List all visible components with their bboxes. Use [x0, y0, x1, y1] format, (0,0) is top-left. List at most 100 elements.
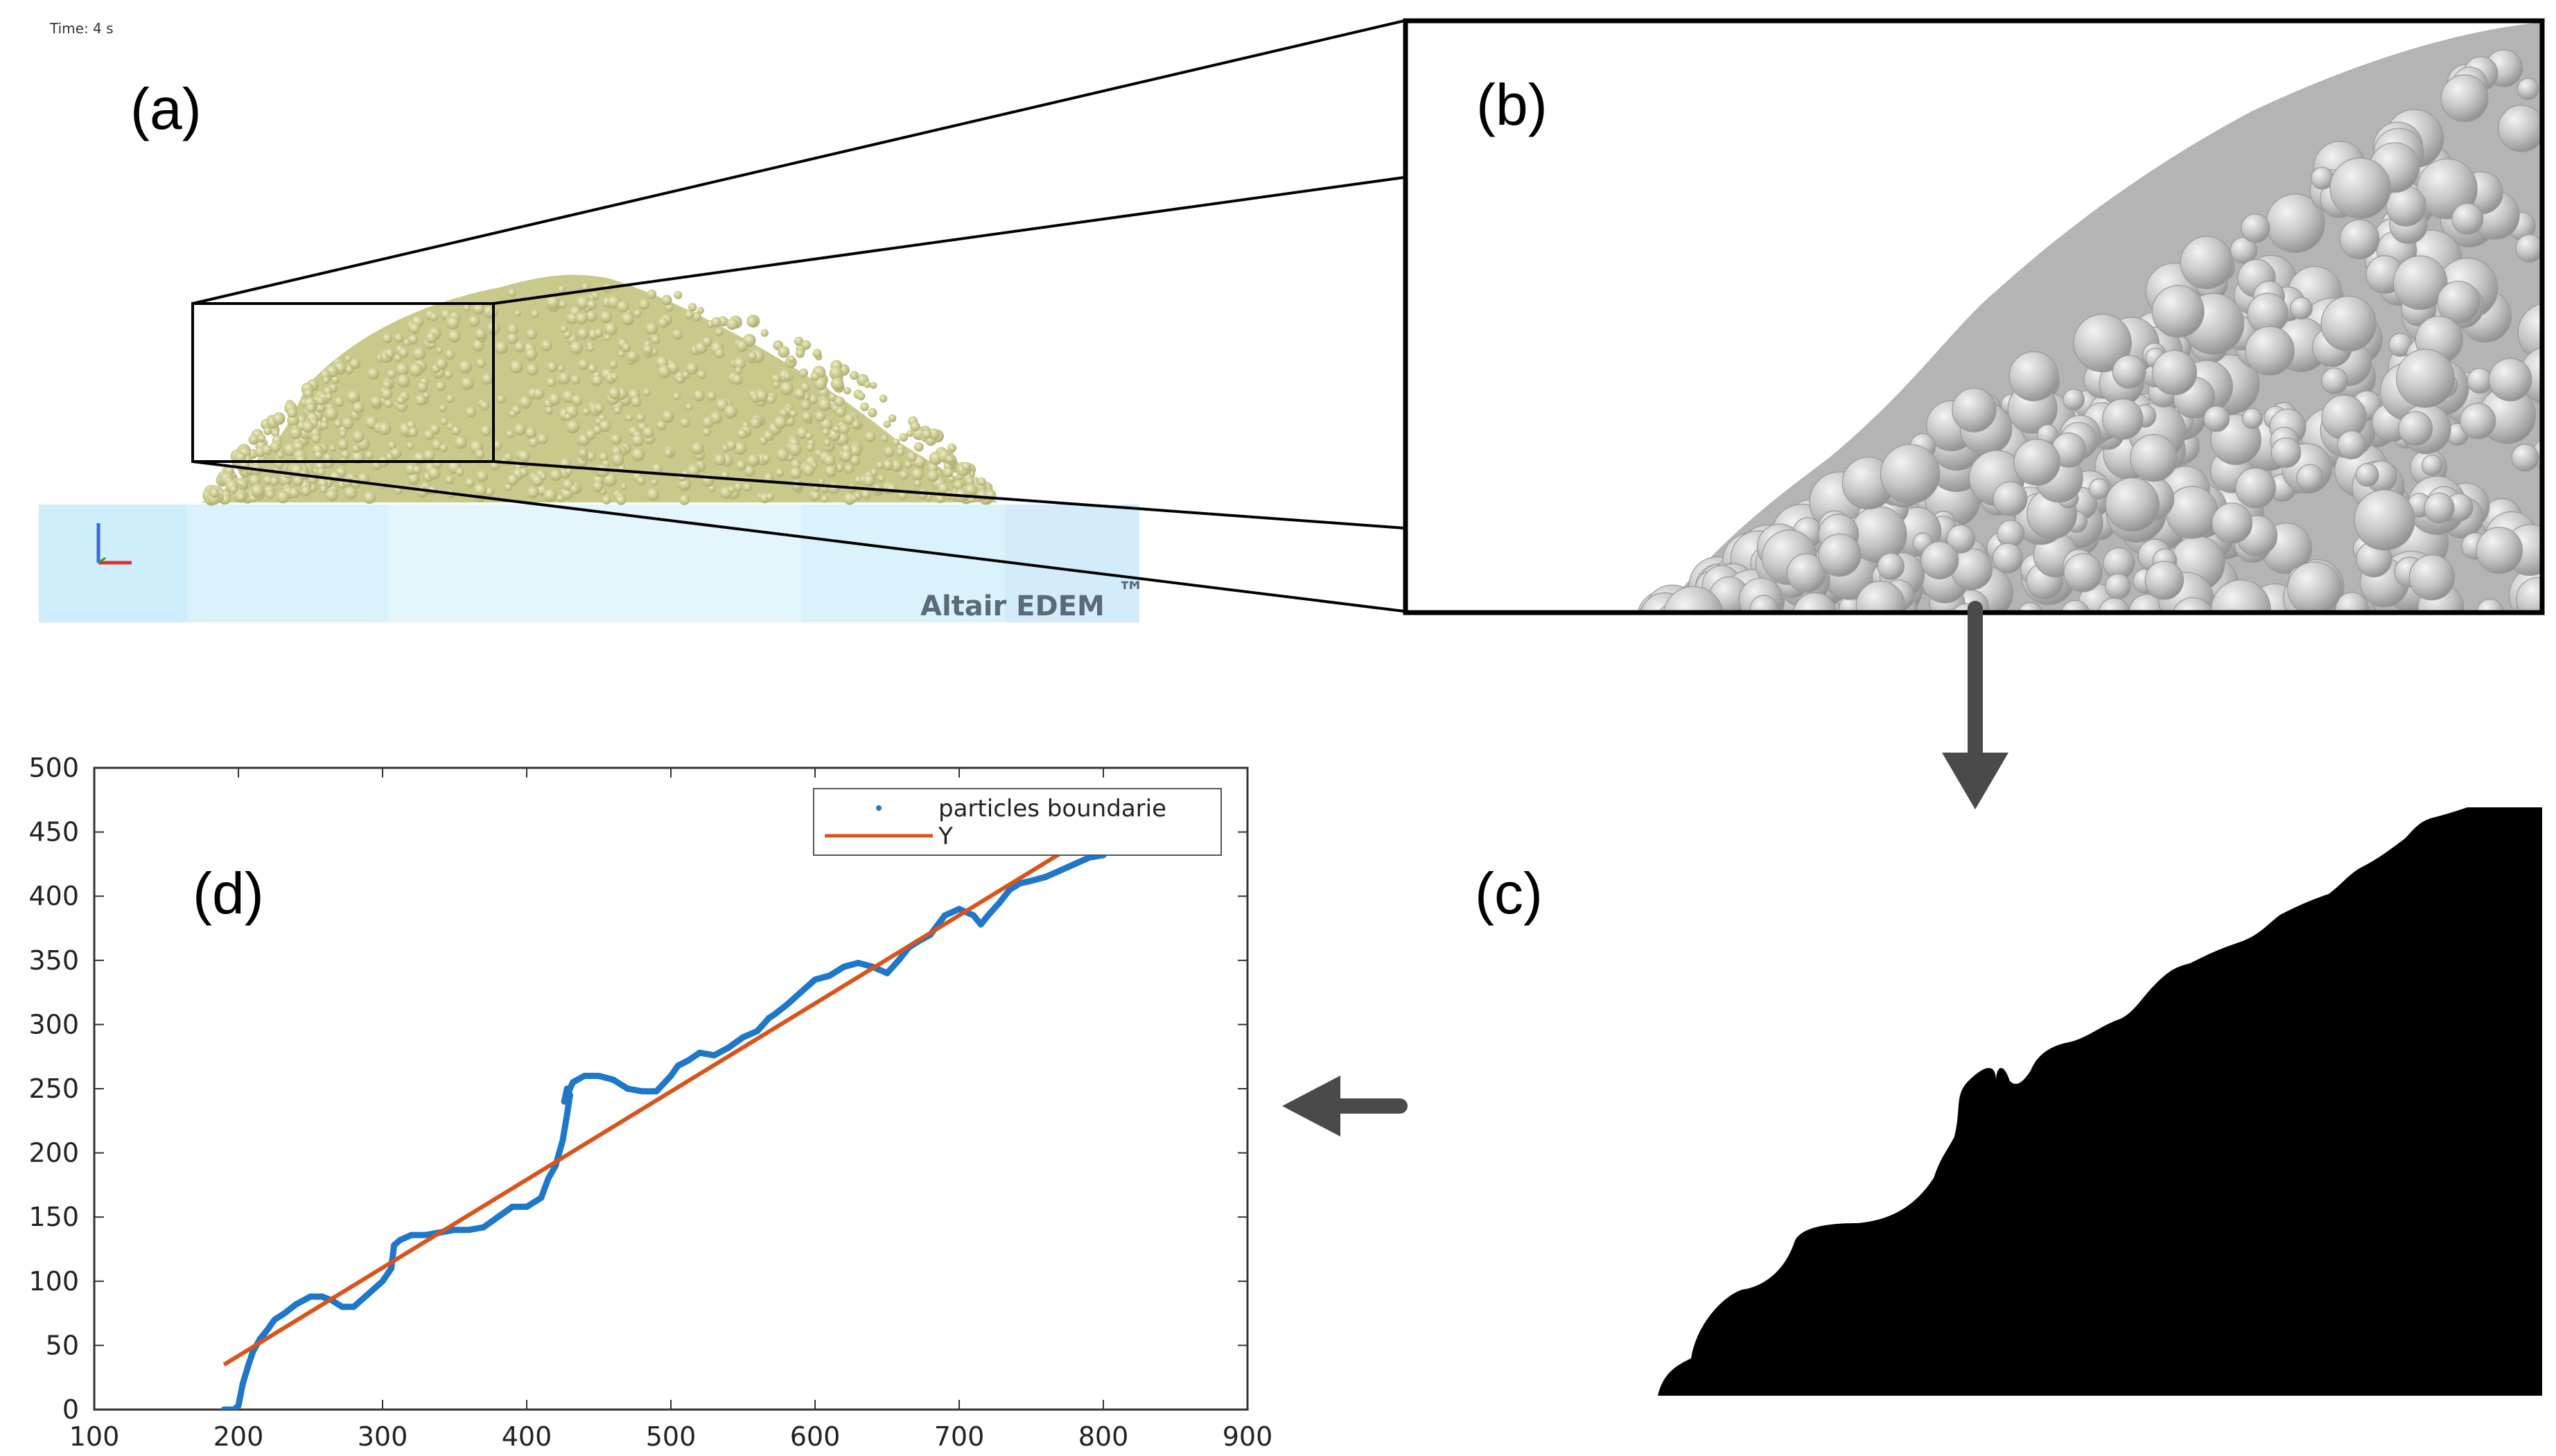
pile-grain — [578, 359, 589, 370]
particle-sphere — [1855, 580, 1906, 611]
boundary-point — [523, 1203, 530, 1210]
legend: particles boundarie Y — [813, 788, 1222, 856]
pile-grain — [687, 464, 700, 477]
particle-sphere — [1818, 533, 1862, 577]
pile-grain — [661, 410, 674, 423]
pile-grain — [272, 412, 286, 426]
tick-labels: 100 200 300 400 500 600 700 800 900 0 50 100 150 200 2… — [28, 753, 1272, 1452]
pile-grain — [692, 311, 702, 322]
pile-grain — [408, 427, 418, 437]
pile-grain — [849, 371, 859, 380]
pile-grain — [674, 290, 683, 299]
pile-grain — [446, 394, 455, 403]
particle-sphere — [2476, 598, 2504, 611]
boundary-point — [884, 970, 891, 976]
boundary-point — [480, 1224, 487, 1231]
pile-grain — [569, 341, 584, 355]
pile-grain — [475, 470, 489, 482]
pile-grain — [480, 425, 491, 437]
pile-grain — [852, 420, 861, 429]
pile-grain — [850, 455, 861, 466]
pile-grain — [209, 488, 220, 498]
pile-grain — [735, 367, 742, 374]
pile-grain — [603, 473, 617, 487]
pile-grain — [423, 392, 430, 399]
pile-grain — [830, 377, 844, 391]
pile-grain — [882, 459, 894, 471]
pile-grain — [790, 459, 801, 470]
particle-sphere — [2354, 489, 2415, 551]
pile-grain — [352, 430, 365, 443]
pile-grain — [344, 486, 358, 500]
pile-grain — [586, 299, 597, 310]
pile-grain — [417, 381, 428, 393]
pile-grain — [325, 393, 333, 401]
pile-grain — [558, 372, 570, 385]
particle-sphere — [1749, 595, 1779, 611]
pile-grain — [883, 420, 891, 428]
pile-grain — [514, 423, 526, 436]
particle-sphere — [2424, 492, 2455, 524]
pile-grain — [661, 295, 672, 306]
pile-grain — [638, 299, 650, 310]
pile-grain — [263, 427, 272, 435]
pile-grain — [480, 401, 490, 411]
pile-grain — [755, 389, 768, 403]
pile-grain — [507, 473, 519, 486]
pile-grain — [448, 329, 461, 343]
pile-grain — [265, 490, 275, 499]
pile-grain — [435, 358, 448, 370]
pile-grain — [631, 396, 642, 407]
pile-grain — [657, 365, 671, 378]
pile-grain — [303, 388, 314, 399]
pile-grain — [435, 380, 446, 392]
pile-grain — [625, 414, 633, 421]
pile-grain — [593, 403, 604, 414]
pile-grain — [475, 328, 487, 340]
pile-grain — [964, 484, 977, 496]
pile-grain — [857, 392, 866, 401]
pile-grain — [439, 404, 447, 412]
pile-grain — [806, 444, 814, 452]
particle-sphere — [2511, 444, 2539, 472]
boundary-point — [624, 1085, 631, 1092]
pile-grain — [789, 410, 798, 418]
pile-grain — [406, 420, 416, 430]
pile-grain — [656, 421, 667, 431]
pile-grain — [509, 360, 523, 374]
pile-grain — [832, 426, 840, 433]
boundary-point — [595, 1073, 602, 1079]
pile-grain — [688, 303, 697, 312]
boundary-point — [1085, 854, 1092, 861]
particle-sphere — [2060, 599, 2090, 611]
boundary-point — [379, 1278, 386, 1285]
particle-sphere — [2098, 597, 2130, 611]
boundary-point — [1006, 886, 1013, 893]
pile-grain — [385, 349, 395, 359]
pile-grain — [473, 483, 487, 497]
boundary-point — [710, 1052, 717, 1059]
pile-grain — [864, 431, 876, 442]
pile-grain — [436, 347, 443, 354]
pile-grain — [333, 396, 344, 407]
pile-grain — [811, 491, 821, 501]
fit-line — [222, 843, 1076, 1367]
particle-sphere — [2063, 553, 2103, 593]
pile-grain — [860, 402, 869, 412]
boundary-point — [782, 1002, 789, 1009]
particle-sphere — [2018, 602, 2042, 611]
boundary-point — [271, 1316, 278, 1323]
pile-grain — [288, 487, 299, 498]
y-tick-label: 350 — [28, 945, 79, 976]
pile-grain — [953, 480, 964, 491]
particle-sphere — [2437, 281, 2480, 324]
legend-marker-boundary — [876, 805, 882, 811]
pile-grain — [586, 310, 597, 322]
pile-grain — [646, 488, 660, 501]
pile-grain — [679, 494, 690, 505]
particle-sphere — [2517, 303, 2541, 362]
pile-grain — [870, 468, 878, 476]
boundary-point — [408, 1231, 415, 1238]
pile-grain — [714, 453, 726, 466]
pile-grain — [575, 312, 588, 325]
